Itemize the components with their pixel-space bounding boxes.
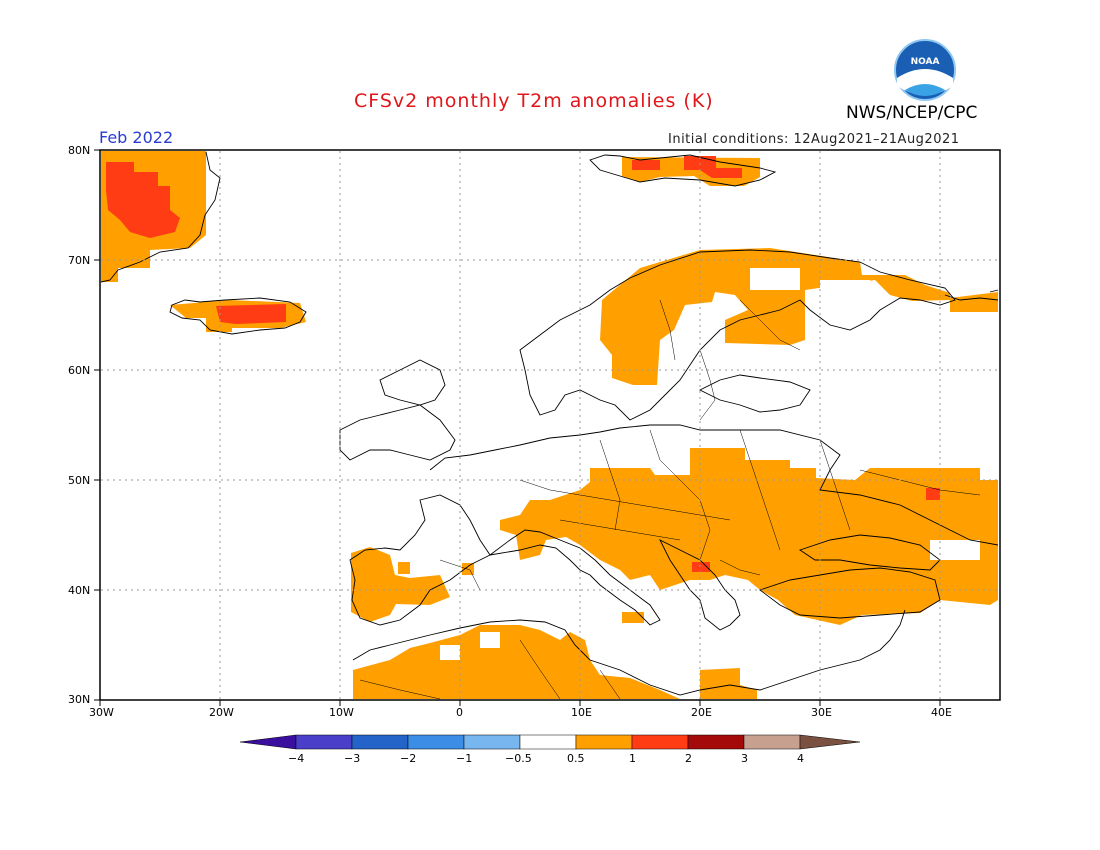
lat-label: 30N xyxy=(68,693,91,706)
forecast-month: Feb 2022 xyxy=(99,128,174,147)
agency-label: NWS/NCEP/CPC xyxy=(846,103,978,123)
country-borders xyxy=(359,299,981,700)
lat-label: 60N xyxy=(68,364,91,377)
anomaly-orange-layer xyxy=(101,151,998,699)
colorbar-lower-triangle xyxy=(239,734,297,750)
lat-label: 50N xyxy=(68,474,91,487)
colorbar-box-3 xyxy=(407,734,465,750)
lon-label: 40E xyxy=(931,706,952,719)
noaa-logo-text: NOAA xyxy=(911,57,940,67)
lat-label: 80N xyxy=(68,144,91,157)
lon-label: 30W xyxy=(89,706,114,719)
coastlines xyxy=(100,151,999,696)
colorbar-label: 3 xyxy=(741,752,748,765)
colorbar-box-4 xyxy=(463,734,521,750)
colorbar-upper-triangle xyxy=(799,734,861,750)
colorbar-label: −0.5 xyxy=(505,752,532,765)
colorbar-label: 1 xyxy=(629,752,636,765)
map-frame xyxy=(99,149,1001,701)
lon-label: 20W xyxy=(209,706,234,719)
colorbar-box-8 xyxy=(687,734,745,750)
colorbar-label: −1 xyxy=(456,752,473,765)
lon-label: 10E xyxy=(571,706,592,719)
colorbar-label: 2 xyxy=(685,752,692,765)
colorbar-label: −2 xyxy=(400,752,417,765)
colorbar-label: −4 xyxy=(288,752,305,765)
colorbar-box-1 xyxy=(295,734,353,750)
colorbar-box-2 xyxy=(351,734,409,750)
graticule xyxy=(101,151,999,699)
colorbar-box-7 xyxy=(631,734,689,750)
colorbar-box-9 xyxy=(743,734,801,750)
noaa-logo: NOAA xyxy=(894,39,956,101)
colorbar xyxy=(239,734,861,750)
colorbar-label: 4 xyxy=(797,752,804,765)
lon-label: 30E xyxy=(811,706,832,719)
colorbar-box-5 xyxy=(519,734,577,750)
colorbar-label: 0.5 xyxy=(567,752,585,765)
colorbar-box-6 xyxy=(575,734,633,750)
anomaly-neutral-holes xyxy=(440,268,980,665)
lon-label: 20E xyxy=(691,706,712,719)
chart-title: CFSv2 monthly T2m anomalies (K) xyxy=(354,90,714,112)
axis-ticks xyxy=(94,149,941,706)
colorbar-label: −3 xyxy=(344,752,361,765)
lat-label: 70N xyxy=(68,254,91,267)
initial-conditions: Initial conditions: 12Aug2021–21Aug2021 xyxy=(668,132,960,147)
anomaly-red-layer xyxy=(106,156,940,572)
lon-label: 0 xyxy=(456,706,463,719)
lon-label: 10W xyxy=(329,706,354,719)
lat-label: 40N xyxy=(68,584,91,597)
